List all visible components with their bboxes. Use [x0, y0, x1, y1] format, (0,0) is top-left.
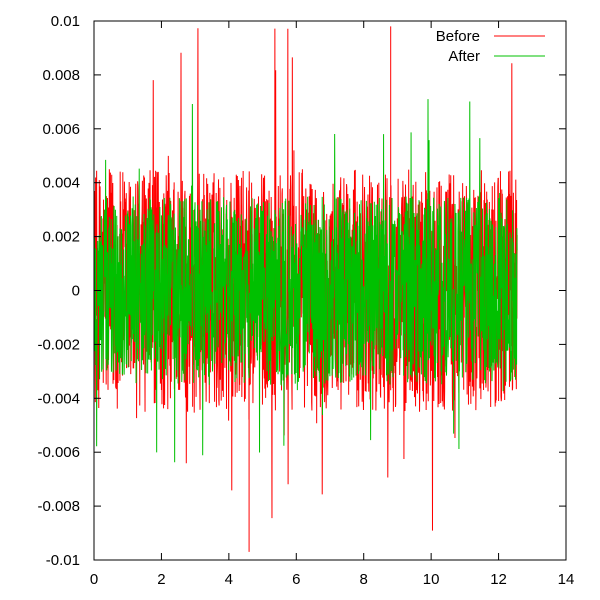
- legend: Before After: [436, 28, 545, 65]
- x-tick-label: 14: [558, 571, 575, 588]
- x-tick-label: 12: [490, 571, 507, 588]
- x-tick-label: 8: [360, 571, 368, 588]
- x-tick-label: 6: [292, 571, 300, 588]
- axes-layer: 0 2 4 6 8 10 12 14 0.01 0.008 0.006 0.004 0.002 0 -0.0…: [37, 13, 574, 588]
- series-line-after: [93, 99, 518, 463]
- y-tick-label: -0.002: [37, 336, 80, 353]
- x-tick-label: 4: [225, 571, 233, 588]
- series-layer: [93, 26, 518, 552]
- x-tick-label: 2: [157, 571, 165, 588]
- y-tick-label: 0.01: [51, 13, 80, 30]
- y-tick-label: 0.008: [42, 67, 80, 84]
- legend-label-before: Before: [436, 28, 480, 45]
- x-tick-label: 0: [90, 571, 98, 588]
- y-tick-label: 0.004: [42, 175, 80, 192]
- y-tick-label: -0.006: [37, 444, 80, 461]
- y-tick-label: 0: [72, 283, 80, 300]
- y-tick-label: -0.01: [46, 552, 80, 569]
- y-tick-label: -0.008: [37, 498, 80, 515]
- y-tick-label: 0.002: [42, 229, 80, 246]
- legend-label-after: After: [448, 48, 480, 65]
- y-tick-label: 0.006: [42, 121, 80, 138]
- y-tick-label: -0.004: [37, 390, 80, 407]
- x-tick-label: 10: [423, 571, 440, 588]
